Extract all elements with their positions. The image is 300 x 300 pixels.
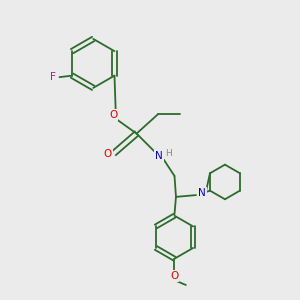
Text: O: O [109,110,117,120]
Text: H: H [165,149,172,158]
Text: O: O [170,271,178,281]
Text: N: N [198,188,206,198]
Text: O: O [103,149,112,160]
Text: N: N [155,151,163,161]
Text: F: F [50,72,56,82]
